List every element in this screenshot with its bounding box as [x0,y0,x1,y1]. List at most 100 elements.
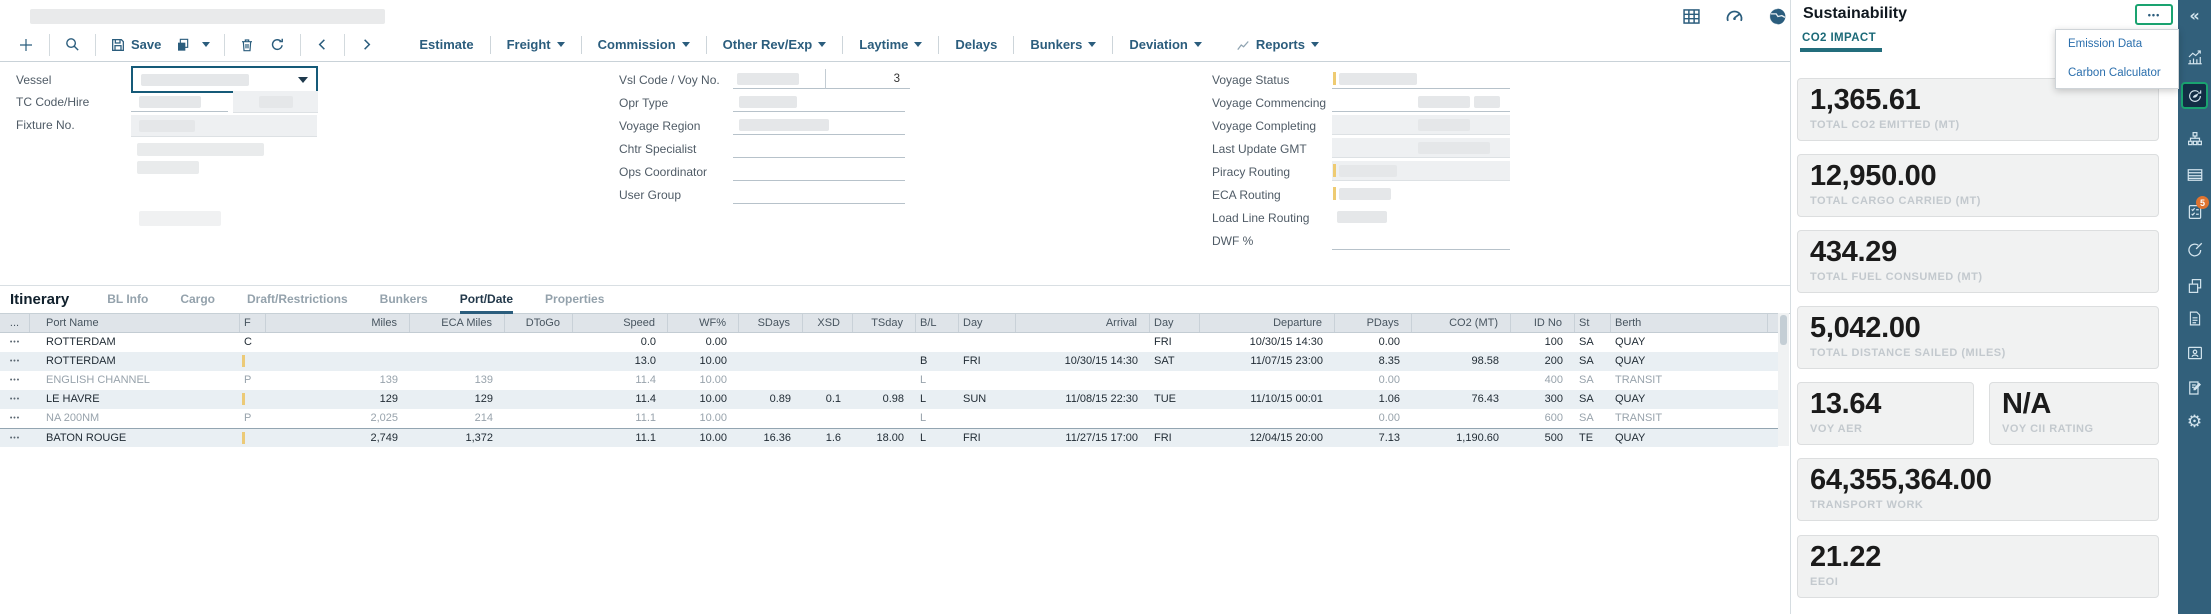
tab-co2-impact[interactable]: CO2 IMPACT [1802,32,1877,44]
cell: 7.13 [1378,432,1400,444]
column-header-2[interactable]: F [240,314,266,332]
search-icon[interactable] [57,36,88,53]
column-header-4[interactable]: ECA Miles [410,314,505,332]
voyage-region-field[interactable] [733,115,905,135]
ops-coordinator-field[interactable] [733,161,905,181]
column-header-15[interactable]: Departure [1200,314,1335,332]
menu-bunkers[interactable]: Bunkers [1026,37,1100,52]
globe-icon[interactable] [1767,6,1788,27]
row-menu-icon[interactable]: ••• [9,415,21,422]
sustainability-icon-active[interactable] [2181,82,2208,109]
gear-icon[interactable]: ⚙ [2186,412,2203,432]
fixture-no-field[interactable] [131,115,317,137]
column-header-5[interactable]: DToGo [505,314,573,332]
menu-freight[interactable]: Freight [503,37,569,52]
column-header-20[interactable]: Berth [1611,314,1768,332]
table-row[interactable]: ••• LE HAVRE 129 129 11.4 10.00 0.89 0.1 0.98 L SU… [0,390,1778,409]
column-header-3[interactable]: Miles [266,314,410,332]
column-header-8[interactable]: SDays [739,314,803,332]
column-header-7[interactable]: WF% [668,314,739,332]
row-menu-icon[interactable]: ••• [9,358,21,365]
task-checklist-icon[interactable] [2186,203,2204,221]
menu-estimate[interactable]: Estimate [419,37,474,52]
cell [266,333,410,352]
refresh-button[interactable] [262,36,293,53]
menu-delays[interactable]: Delays [955,37,998,52]
eca-routing-field[interactable] [1332,184,1510,204]
user-group-field[interactable] [733,184,905,204]
column-header-18[interactable]: ID No [1511,314,1575,332]
menu-item-emission-data[interactable]: Emission Data [2068,38,2143,50]
menu-reports[interactable]: Reports [1232,37,1323,52]
column-header-0[interactable]: ... [0,314,30,332]
menu-laytime[interactable]: Laytime [855,37,926,52]
vsl-code-field[interactable] [733,69,825,89]
delete-button[interactable] [232,37,262,53]
tab-properties[interactable]: Properties [545,292,605,306]
table-row[interactable]: ••• BATON ROUGE 2,749 1,372 11.1 10.00 16.36 1.… [0,428,1778,447]
table-row[interactable]: ••• ENGLISH CHANNEL P 139 139 11.4 10.00 L 0.00 4… [0,371,1778,390]
add-button[interactable] [10,36,42,54]
tab-port-date[interactable]: Port/Date [459,292,514,314]
column-header-13[interactable]: Arrival [1016,314,1150,332]
voyage-status-field[interactable] [1332,69,1510,89]
voyage-commencing-field[interactable] [1332,92,1510,112]
last-update-gmt-field[interactable] [1332,138,1510,158]
cell: L [920,412,927,424]
row-menu-icon[interactable]: ••• [9,377,21,384]
tc-hire-field[interactable] [233,91,318,113]
load-line-routing-field[interactable] [1332,207,1510,227]
table-icon[interactable] [2186,166,2204,184]
column-header-9[interactable]: XSD [803,314,853,332]
voyage-completing-field[interactable] [1332,115,1510,135]
table-row[interactable]: ••• NA 200NM P 2,025 214 11.1 10.00 L 0.00 600 SA T… [0,409,1778,428]
table-row[interactable]: ••• ROTTERDAM C 0.0 0.00 FRI 10/30/15 14:30 0.0… [0,333,1778,352]
column-header-1[interactable]: Port Name [30,314,240,332]
column-header-17[interactable]: CO2 (MT) [1412,314,1511,332]
menu-commission[interactable]: Commission [594,37,694,52]
grid-view-icon[interactable] [1681,6,1702,27]
collapse-panel-icon[interactable]: « [2189,6,2200,25]
column-header-19[interactable]: St [1575,314,1611,332]
row-menu-icon[interactable]: ••• [9,435,21,442]
more-options-button[interactable]: ••• [2135,4,2173,25]
edit-circle-icon[interactable] [2186,241,2204,259]
piracy-routing-field[interactable] [1332,161,1510,181]
chtr-specialist-field[interactable] [733,138,905,158]
column-header-12[interactable]: Day [959,314,1016,332]
analytics-chart-icon[interactable] [2186,48,2204,66]
tab-bunkers[interactable]: Bunkers [379,292,428,306]
contact-card-icon[interactable] [2186,344,2204,362]
voyage-no-field[interactable]: 3 [825,69,910,89]
dwf-field[interactable] [1332,230,1510,250]
save-button[interactable]: Save [103,37,168,53]
column-header-16[interactable]: PDays [1335,314,1412,332]
document-icon[interactable] [2186,310,2203,327]
table-row[interactable]: ••• ROTTERDAM 13.0 10.00 B FRI 10/30/15 14:30 S… [0,352,1778,371]
column-header-10[interactable]: TSday [853,314,916,332]
hierarchy-icon[interactable] [2186,130,2204,148]
column-header-14[interactable]: Day [1150,314,1200,332]
column-header-11[interactable]: B/L [916,314,959,332]
tab-bl-info[interactable]: BL Info [107,292,149,306]
next-button[interactable] [352,37,381,52]
tab-cargo[interactable]: Cargo [180,292,215,306]
copy-button[interactable] [168,37,217,53]
scrollbar-thumb[interactable] [1780,315,1787,345]
gauge-icon[interactable] [1724,6,1745,27]
menu-deviation[interactable]: Deviation [1125,37,1206,52]
copy-pages-icon[interactable] [2186,277,2204,295]
row-menu-icon[interactable]: ••• [9,396,21,403]
notepad-edit-icon[interactable] [2186,379,2204,397]
tab-draft-restrictions[interactable]: Draft/Restrictions [246,292,348,306]
vessel-select[interactable] [131,66,318,93]
tc-code-field[interactable] [131,92,228,112]
menu-item-carbon-calculator[interactable]: Carbon Calculator [2068,67,2161,79]
row-menu-icon[interactable]: ••• [9,339,21,346]
column-header-6[interactable]: Speed [573,314,668,332]
opr-type-field[interactable] [733,92,905,112]
cell: B [920,355,928,367]
previous-button[interactable] [308,37,337,52]
vertical-scrollbar[interactable] [1778,313,1789,446]
menu-other-rev-exp[interactable]: Other Rev/Exp [719,37,831,52]
